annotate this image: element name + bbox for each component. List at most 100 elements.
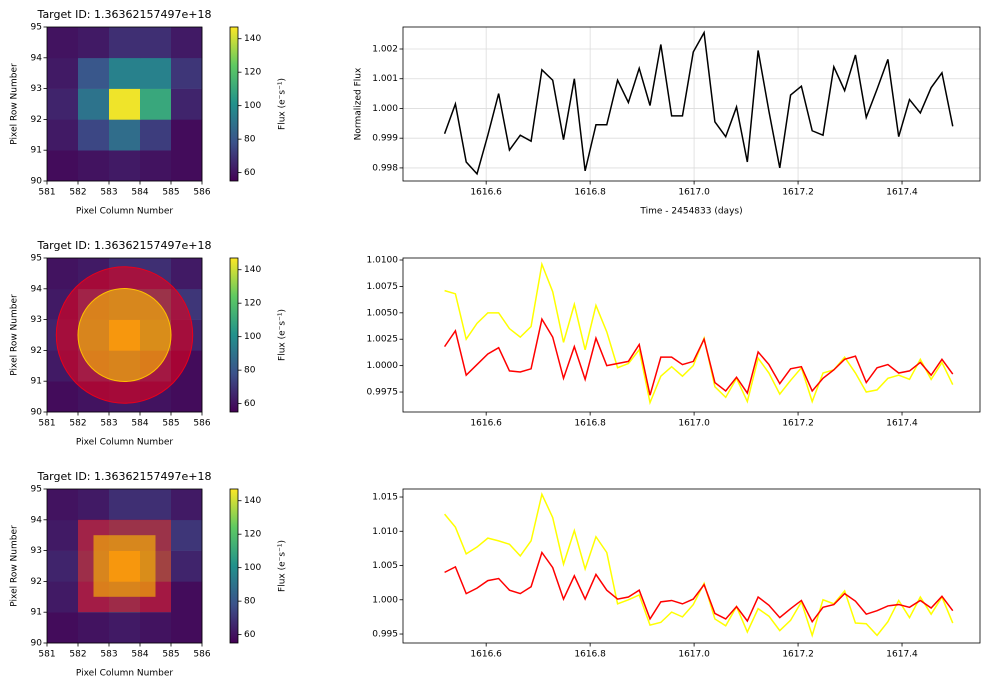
x-axis-label: Time - 2454833 (days): [639, 207, 742, 217]
colorbar-tick-label: 60: [244, 168, 256, 178]
y-tick-label: 93: [31, 546, 42, 556]
colorbar-tick-label: 100: [244, 332, 261, 342]
aperture: [77, 288, 172, 382]
pixel: [47, 612, 79, 644]
pixel: [109, 27, 141, 59]
pixel: [171, 550, 203, 582]
x-tick-label: 583: [100, 188, 117, 198]
x-axis-label: Pixel Column Number: [76, 438, 173, 448]
colorbar-tick-label: 80: [244, 135, 256, 145]
x-tick-label: 1616.6: [470, 188, 502, 198]
x-tick-label: 585: [162, 419, 179, 429]
pixel: [109, 88, 141, 120]
pixel: [47, 519, 79, 551]
pixel: [47, 581, 79, 613]
x-axis-label: Pixel Column Number: [76, 207, 173, 217]
colorbar: [229, 257, 239, 413]
x-tick-label: 584: [131, 188, 148, 198]
pixel: [109, 150, 141, 182]
colorbar-tick-label: 120: [244, 299, 261, 309]
frame: [402, 257, 981, 413]
pixel: [47, 258, 79, 290]
x-tick-label: 584: [131, 419, 148, 429]
y-tick-label: 1.0025: [367, 335, 399, 345]
x-tick-label: 1617.4: [886, 419, 918, 429]
y-tick-label: 1.015: [372, 493, 398, 503]
x-tick-label: 584: [131, 650, 148, 660]
y-tick-label: 91: [31, 146, 42, 156]
x-tick-label: 582: [69, 650, 86, 660]
pixel: [109, 57, 141, 89]
series-line: [443, 30, 954, 176]
colorbar-tick-label: 120: [244, 530, 261, 540]
pixel: [47, 489, 79, 521]
pixel: [140, 150, 172, 182]
pixel: [109, 612, 141, 644]
colorbar-label: Flux (e⁻s⁻¹): [278, 78, 288, 130]
y-axis-label: Pixel Row Number: [10, 63, 20, 145]
series-line: [444, 550, 954, 624]
y-tick-label: 90: [31, 177, 43, 187]
y-tick-label: 1.010: [372, 527, 398, 537]
y-tick-label: 1.002: [372, 45, 398, 55]
colorbar-tick-label: 60: [244, 630, 256, 640]
pixel: [171, 258, 203, 290]
x-tick-label: 1617.4: [886, 188, 918, 198]
pixel: [78, 57, 110, 89]
y-tick-label: 1.0100: [367, 256, 399, 266]
pixel: [140, 489, 172, 521]
y-tick-label: 93: [31, 84, 42, 94]
y-tick-label: 1.0000: [367, 361, 399, 371]
y-tick-label: 93: [31, 315, 42, 325]
pixel: [78, 612, 110, 644]
y-tick-label: 94: [31, 53, 43, 63]
colorbar-tick-label: 100: [244, 563, 261, 573]
pixel: [47, 27, 79, 59]
frame: [402, 488, 981, 644]
series-line: [444, 491, 954, 638]
x-tick-label: 581: [38, 419, 55, 429]
pixel: [171, 88, 203, 120]
pixel: [171, 581, 203, 613]
pixel: [78, 88, 110, 120]
y-tick-label: 92: [31, 115, 42, 125]
x-tick-label: 1617.0: [678, 188, 710, 198]
x-tick-label: 582: [69, 188, 86, 198]
pixel: [140, 88, 172, 120]
pixel: [47, 119, 79, 151]
colorbar-label: Flux (e⁻s⁻¹): [278, 309, 288, 361]
y-tick-label: 0.9975: [367, 388, 399, 398]
y-tick-label: 1.001: [372, 74, 398, 84]
pixel: [140, 612, 172, 644]
pixel: [109, 119, 141, 151]
x-tick-label: 583: [100, 419, 117, 429]
frame: [402, 26, 981, 182]
x-tick-label: 1616.6: [470, 650, 502, 660]
chart-title: Target ID: 1.36362157497e+18: [37, 470, 212, 483]
x-tick-label: 1616.8: [574, 650, 606, 660]
y-tick-label: 1.000: [372, 104, 398, 114]
pixel: [171, 381, 203, 413]
pixel: [47, 88, 79, 120]
colorbar-tick-label: 100: [244, 101, 261, 111]
y-tick-label: 1.0050: [367, 308, 399, 318]
y-tick-label: 92: [31, 577, 42, 587]
x-tick-label: 585: [162, 188, 179, 198]
series-line: [443, 317, 954, 396]
chart-title: Target ID: 1.36362157497e+18: [37, 8, 212, 21]
y-tick-label: 90: [31, 639, 43, 649]
y-tick-label: 92: [31, 346, 42, 356]
pixel: [140, 27, 172, 59]
y-tick-label: 1.0075: [367, 282, 399, 292]
frame: [46, 26, 203, 182]
x-tick-label: 585: [162, 650, 179, 660]
y-tick-label: 1.005: [372, 561, 398, 571]
x-tick-label: 1617.0: [678, 419, 710, 429]
x-tick-label: 586: [193, 188, 210, 198]
pixel: [47, 550, 79, 582]
y-tick-label: 91: [31, 377, 42, 387]
chart-title: Target ID: 1.36362157497e+18: [37, 239, 212, 252]
frame: [46, 257, 203, 413]
y-axis-label: Pixel Row Number: [10, 525, 20, 607]
pixel: [140, 57, 172, 89]
